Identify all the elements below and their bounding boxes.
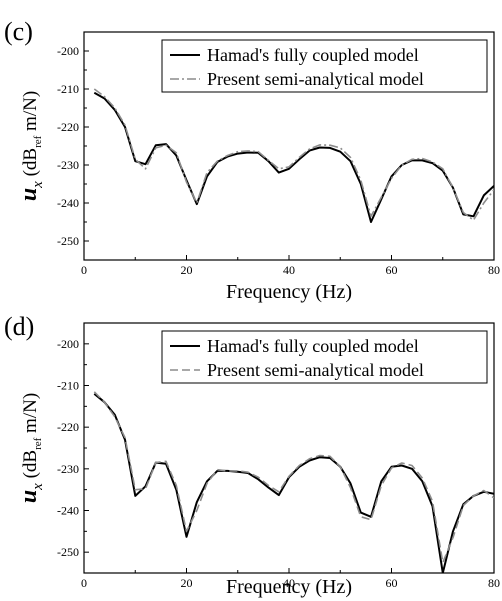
x-tick-label: 80 [488,263,500,277]
legend-label-2: Present semi-analytical model [207,360,424,380]
y-tick-label: -210 [57,379,79,393]
y-axis-symbol-subscript: x [30,181,46,189]
x-tick-label: 20 [181,263,193,277]
y-axis-unit: (dB [20,450,41,483]
y-axis-unit-subscript: ref [32,135,44,148]
legend-label-2: Present semi-analytical model [207,69,424,89]
legend: Hamad's fully coupled model Present semi-… [161,330,488,384]
legend-label-1: Hamad's fully coupled model [207,336,419,356]
y-tick-label: -210 [57,82,79,96]
y-axis-symbol: u [16,188,42,201]
y-tick-label: -240 [57,504,79,518]
x-tick-label: 60 [386,263,398,277]
x-tick-label: 0 [81,263,87,277]
y-tick-label: -230 [57,158,79,172]
x-tick-label: 40 [283,263,295,277]
panel-label: (d) [4,312,34,341]
panel-label: (c) [4,17,33,46]
y-tick-label: -240 [57,196,79,210]
y-axis-unit-subscript: ref [32,437,44,450]
y-tick-label: -230 [57,462,79,476]
legend: Hamad's fully coupled model Present semi-… [161,39,488,93]
legend-label-1: Hamad's fully coupled model [207,45,419,65]
y-axis-unit-tail: m/N) [20,91,41,136]
series-line-1 [93,393,494,573]
x-tick-label: 20 [181,576,193,590]
y-axis-symbol: u [16,490,42,503]
series-line-2 [93,88,494,221]
legend-box [161,330,488,384]
y-axis-label: ux (dBref m/N) [16,393,46,503]
y-tick-label: -250 [57,234,79,248]
chart-panel-1: -250 -240 -230 -220 -210 -200 0 20 40 60 80 Hamad's… [4,17,500,303]
y-axis-unit: (dB [20,148,41,181]
series-line-1 [93,91,494,223]
y-tick-label: -220 [57,420,79,434]
y-tick-label: -200 [57,44,79,58]
y-axis-unit-tail: m/N) [20,393,41,438]
y-tick-label: -220 [57,120,79,134]
chart-panel-2: -250 -240 -230 -220 -210 -200 0 20 40 60 80 Hamad's… [4,312,500,598]
x-tick-label: 40 [283,576,295,590]
series-line-2 [93,391,494,564]
legend-box [161,39,488,93]
y-tick-label: -200 [57,337,79,351]
x-tick-label: 60 [386,576,398,590]
y-tick-label: -250 [57,545,79,559]
x-axis-label: Frequency (Hz) [226,576,352,598]
x-axis-label: Frequency (Hz) [226,281,352,303]
y-axis-symbol-subscript: x [30,483,46,491]
y-axis-label: ux (dBref m/N) [16,91,46,201]
x-tick-label: 0 [81,576,87,590]
x-tick-label: 80 [488,576,500,590]
